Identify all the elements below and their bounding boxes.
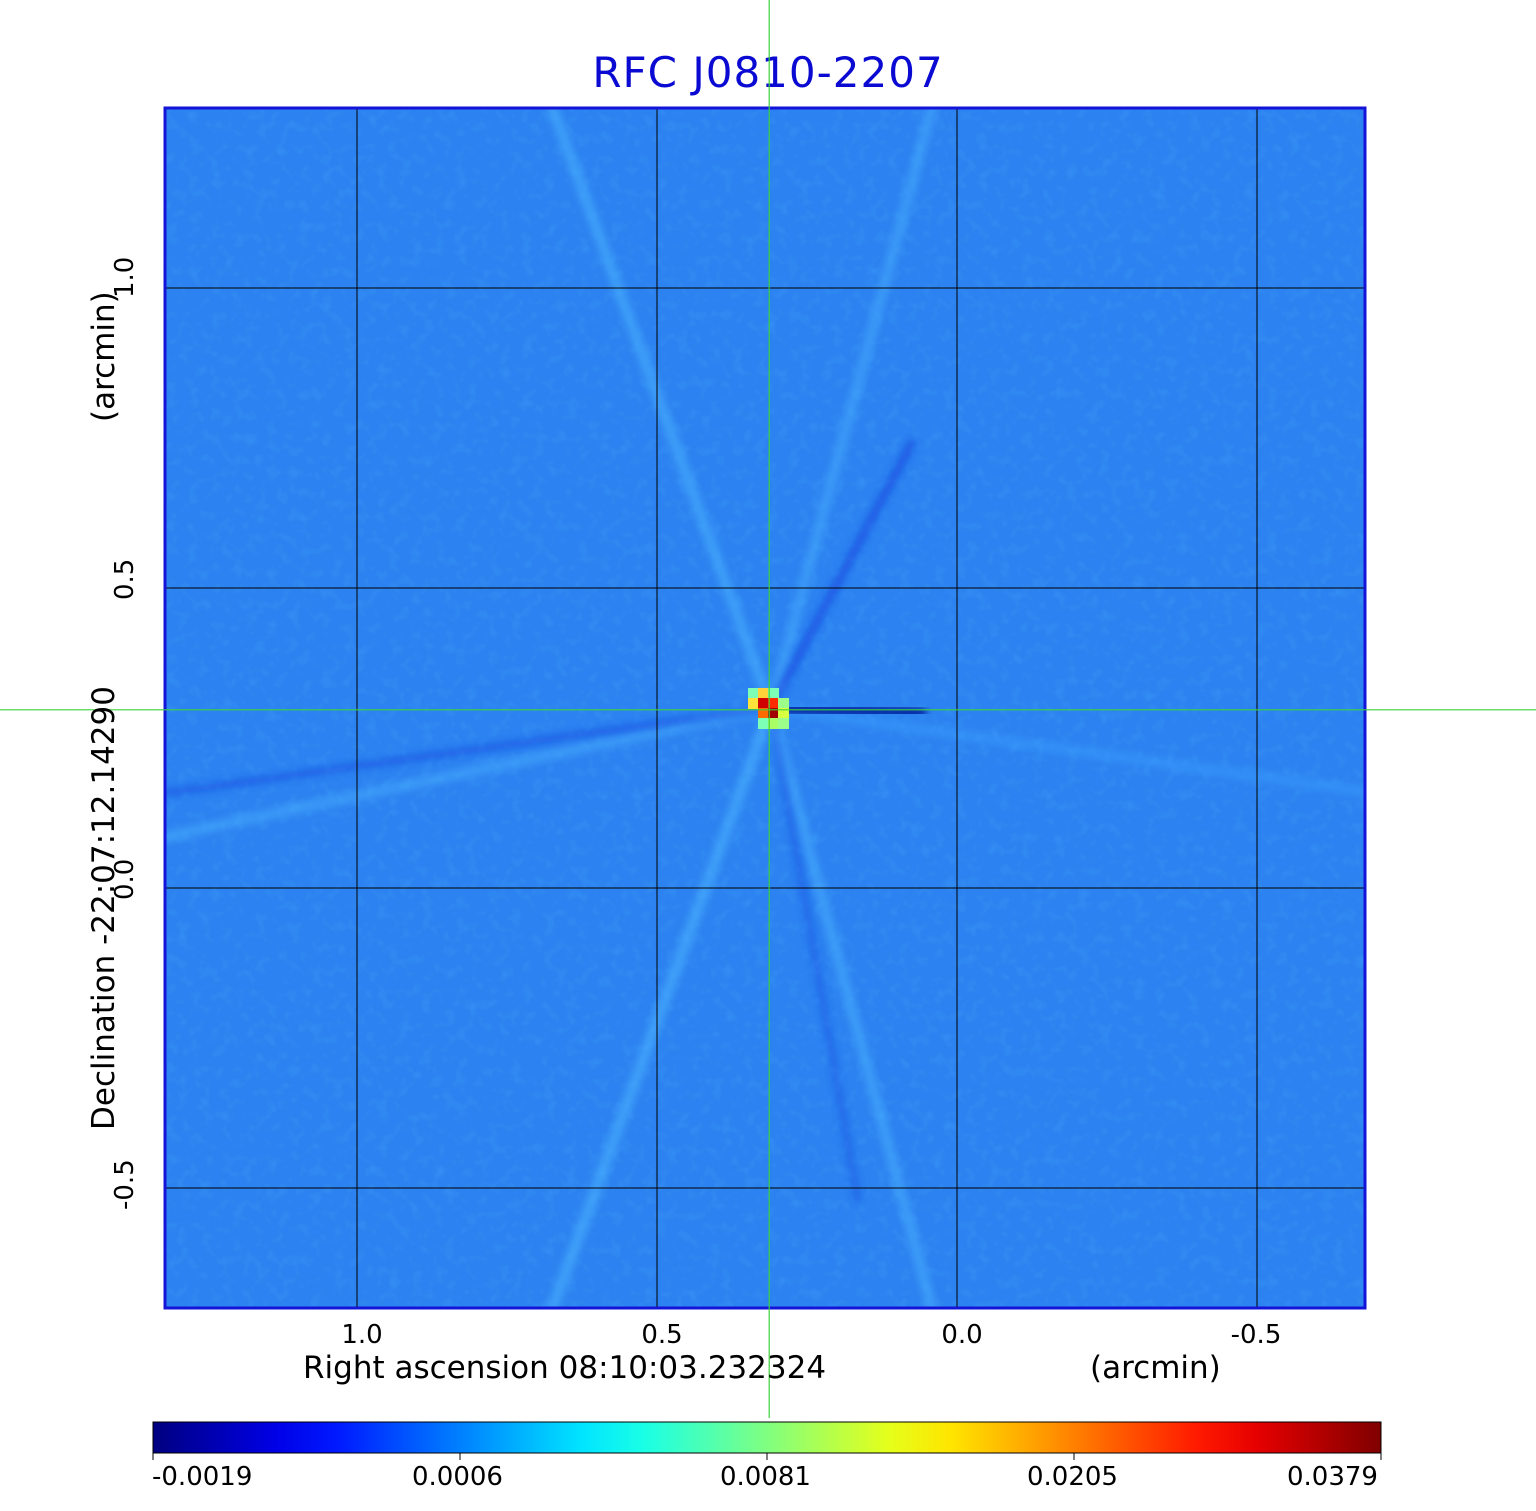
peak-pixel xyxy=(778,698,789,709)
sidelobe-streak xyxy=(546,702,777,1308)
peak-pixel xyxy=(768,688,779,699)
peak-pixel xyxy=(768,708,779,719)
sidelobe-streak xyxy=(547,108,776,713)
sidelobe-streak xyxy=(766,703,1365,797)
colorbar-tick-label: -0.0019 xyxy=(152,1462,253,1492)
peak-pixel xyxy=(748,698,759,709)
colorbar xyxy=(152,1421,1382,1454)
peak-pixel xyxy=(778,708,789,719)
y-axis-label: Declination -22:07:12.14290 xyxy=(86,686,122,1130)
colorbar-tick-label: 0.0081 xyxy=(720,1462,811,1492)
x-tick-label: 1.0 xyxy=(341,1320,383,1350)
x-axis-unit: (arcmin) xyxy=(1090,1350,1221,1386)
sidelobe-streak xyxy=(768,705,861,1204)
heatmap-image xyxy=(165,108,1365,1308)
peak-pixel xyxy=(748,688,759,699)
plot-frame xyxy=(163,106,1367,1310)
peak-pixel xyxy=(758,698,769,709)
colorbar-tick-label: 0.0006 xyxy=(412,1462,503,1492)
x-axis-label: Right ascension 08:10:03.232324 xyxy=(303,1350,827,1386)
peak-pixel xyxy=(778,718,789,729)
sidelobe-streak xyxy=(765,702,927,720)
sidelobe-streak xyxy=(165,703,776,842)
peak-pixel xyxy=(768,698,779,709)
y-tick-label: 0.5 xyxy=(110,558,140,600)
colorbar-tick-label: 0.0379 xyxy=(1287,1462,1378,1492)
sidelobe-streak xyxy=(766,703,937,1308)
sidelobe-streak xyxy=(165,705,774,797)
x-tick-label: 0.0 xyxy=(941,1320,983,1350)
peak-pixel xyxy=(768,718,779,729)
peak-pixel xyxy=(758,718,769,729)
x-tick-label: -0.5 xyxy=(1230,1320,1282,1350)
sidelobe-streak xyxy=(766,108,937,713)
colorbar-tick-label: 0.0205 xyxy=(1027,1462,1118,1492)
chart-title: RFC J0810-2207 xyxy=(592,48,944,97)
y-axis-unit: (arcmin) xyxy=(86,291,122,422)
peak-pixel xyxy=(758,708,769,719)
peak-pixel xyxy=(758,688,769,699)
sidelobe-streak xyxy=(767,439,916,712)
x-tick-label: 0.5 xyxy=(641,1320,683,1350)
y-tick-label: -0.5 xyxy=(110,1159,140,1210)
